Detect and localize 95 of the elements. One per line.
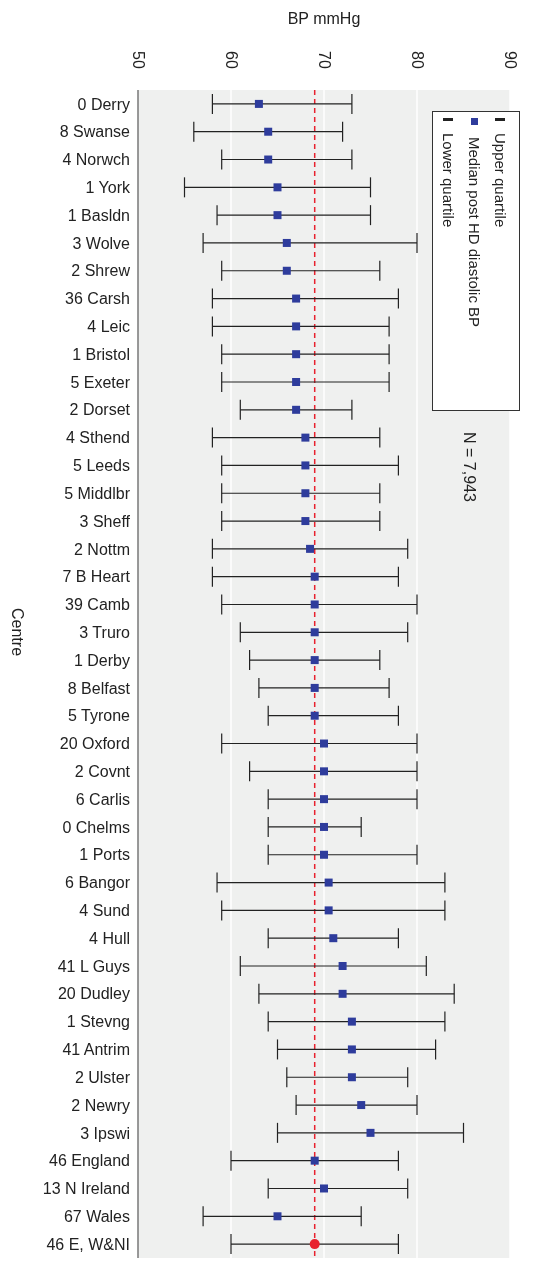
point xyxy=(347,1073,356,1082)
point xyxy=(264,155,273,164)
y-tick-label: 4 Norwch xyxy=(62,151,130,169)
annotation: N = 7,943 xyxy=(460,432,478,502)
y-tick-label: 5 Tyrone xyxy=(68,707,131,725)
point xyxy=(273,1212,282,1221)
y-tick-label: 3 Ipswi xyxy=(80,1124,130,1142)
y-tick-label: 2 Shrew xyxy=(71,262,131,280)
x-tick-label: 70 xyxy=(315,51,333,69)
y-tick-label: 1 Derby xyxy=(73,651,130,669)
x-tick-label: 50 xyxy=(129,51,147,69)
point xyxy=(324,878,333,887)
y-tick-label: 46 England xyxy=(49,1152,130,1170)
y-tick-label: 41 Antrim xyxy=(62,1041,130,1059)
y-tick-label: 2 Dorset xyxy=(69,401,131,419)
point xyxy=(282,238,291,247)
y-tick-label: 2 Newry xyxy=(71,1096,130,1114)
point xyxy=(310,683,319,692)
y-tick-label: 8 Belfast xyxy=(67,679,131,697)
y-tick-label: 0 Derry xyxy=(77,95,130,113)
point xyxy=(347,1045,356,1054)
y-tick-label: 4 Leic xyxy=(87,318,130,336)
point xyxy=(301,517,310,526)
point xyxy=(329,934,338,943)
y-axis-title: Centre xyxy=(8,608,26,657)
annotation: Lower quartile xyxy=(439,133,458,228)
point xyxy=(301,489,310,498)
point xyxy=(310,1156,319,1165)
y-tick-label: 1 Stevng xyxy=(66,1013,130,1031)
point xyxy=(320,1184,328,1193)
legend-label: Median post HD diastolic BP xyxy=(465,137,484,328)
point xyxy=(292,294,301,303)
point xyxy=(310,711,319,720)
point xyxy=(338,962,347,970)
x-tick-label: 90 xyxy=(501,51,519,69)
point xyxy=(254,99,263,108)
point xyxy=(292,378,301,386)
point xyxy=(320,795,328,804)
point xyxy=(273,183,282,192)
y-tick-label: 46 E, W&NI xyxy=(46,1235,130,1253)
y-tick-label: 6 Bangor xyxy=(65,874,131,892)
y-tick-label: 1 Bristol xyxy=(72,345,130,363)
point xyxy=(301,433,310,442)
point xyxy=(347,1017,356,1026)
y-tick-label: 1 Ports xyxy=(79,846,130,864)
y-tick-label: 8 Swanse xyxy=(59,123,131,141)
y-tick-label: 3 Truro xyxy=(79,623,131,641)
point xyxy=(324,906,333,915)
point xyxy=(320,739,328,748)
y-tick-label: 20 Oxford xyxy=(59,735,130,753)
point xyxy=(310,600,319,609)
x-tick-label: 80 xyxy=(408,51,426,69)
point xyxy=(306,544,315,553)
y-tick-label: 20 Dudley xyxy=(57,985,130,1003)
y-tick-label: 67 Wales xyxy=(63,1207,130,1225)
point xyxy=(338,989,347,998)
y-tick-label: 41 L Guys xyxy=(57,957,130,975)
point xyxy=(320,822,328,831)
y-tick-label: 1 Basldn xyxy=(67,206,130,224)
y-tick-label: 5 Exeter xyxy=(70,373,131,391)
point xyxy=(309,1239,320,1250)
point xyxy=(301,461,310,470)
point xyxy=(282,266,291,275)
y-tick-label: 3 Wolve xyxy=(72,234,131,252)
y-tick-label: 5 Middlbr xyxy=(64,484,131,502)
y-tick-label: 2 Covnt xyxy=(74,763,131,781)
y-tick-label: 3 Sheff xyxy=(79,512,131,530)
point xyxy=(357,1101,366,1110)
y-tick-label: 4 Sthend xyxy=(65,429,130,447)
y-tick-label: 0 Chelms xyxy=(62,818,130,836)
y-tick-label: 2 Ulster xyxy=(74,1068,131,1086)
point xyxy=(273,211,282,220)
point xyxy=(310,572,319,581)
point xyxy=(292,350,301,359)
y-tick-label: 4 Sund xyxy=(79,902,130,920)
point xyxy=(310,628,319,637)
y-tick-label: 13 N Ireland xyxy=(42,1180,130,1198)
y-tick-label: 39 Camb xyxy=(65,596,131,614)
point xyxy=(292,405,301,414)
y-tick-label: 5 Leeds xyxy=(73,457,130,475)
y-tick-label: 6 Carlis xyxy=(75,790,130,808)
point xyxy=(366,1128,375,1137)
y-tick-label: 36 Carsh xyxy=(65,290,130,308)
annotation: Upper quartile xyxy=(491,133,510,228)
point xyxy=(264,127,273,136)
y-tick-label: 1 York xyxy=(85,179,131,197)
point xyxy=(320,767,328,776)
point xyxy=(292,322,301,331)
y-tick-label: 7 B Heart xyxy=(62,568,131,586)
point xyxy=(320,850,328,859)
point xyxy=(310,656,319,665)
x-axis-title: BP mmHg xyxy=(286,10,362,28)
y-tick-label: 4 Hull xyxy=(89,929,130,947)
x-tick-label: 60 xyxy=(222,51,240,69)
y-tick-label: 2 Nottm xyxy=(73,540,130,558)
